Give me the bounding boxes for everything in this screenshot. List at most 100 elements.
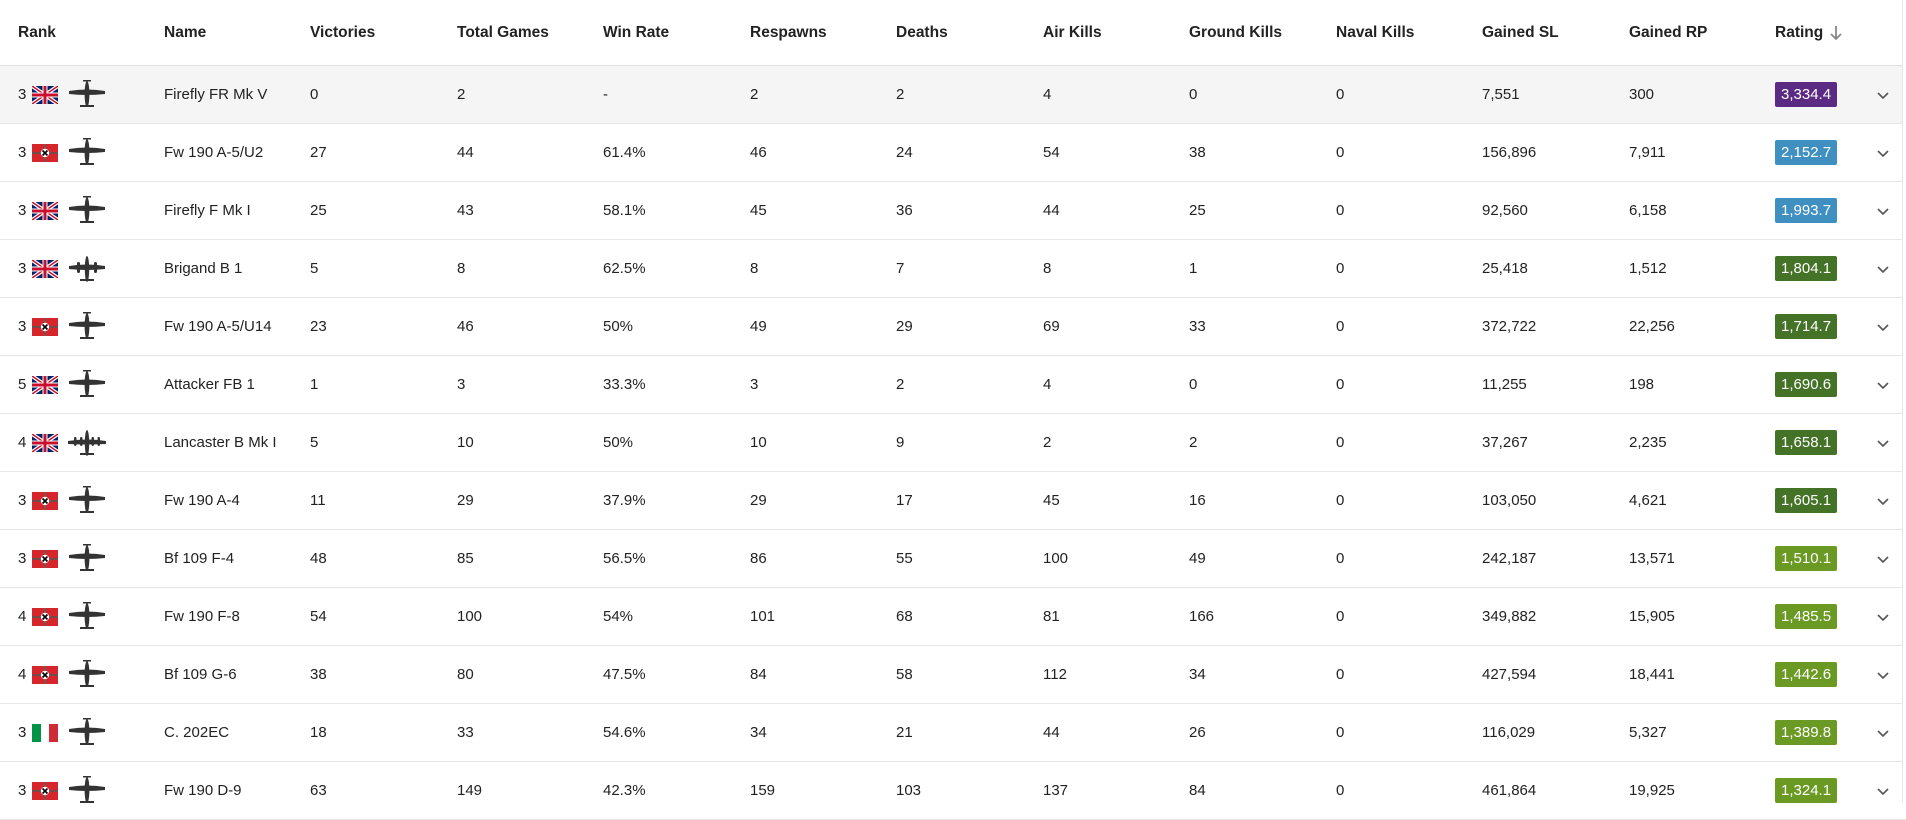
expand-row-button[interactable] bbox=[1876, 472, 1890, 529]
air-kills-cell: 112 bbox=[1043, 666, 1067, 683]
win-rate-cell: 33.3% bbox=[603, 376, 646, 393]
rank-value: 3 bbox=[18, 86, 27, 103]
total-games-cell: 29 bbox=[457, 492, 474, 509]
total-games-cell: 80 bbox=[457, 666, 474, 683]
chevron-down-icon[interactable] bbox=[1876, 262, 1890, 276]
gained-sl-cell: 461,864 bbox=[1482, 782, 1537, 799]
table-row[interactable]: 4 Bf 109 G-6 38 80 47.5% 84 58 112 34 0 427,594 18,… bbox=[0, 646, 1906, 704]
name-cell: Bf 109 G-6 bbox=[164, 666, 237, 683]
victories-cell: 54 bbox=[310, 608, 327, 625]
chevron-down-icon[interactable] bbox=[1876, 494, 1890, 508]
table-row[interactable]: 3 C. 202EC 18 33 54.6% 34 21 44 26 0 116,029 5,327 1… bbox=[0, 704, 1906, 762]
gained-rp-cell: 22,256 bbox=[1629, 318, 1675, 335]
deaths-cell: 2 bbox=[896, 86, 905, 103]
table-row[interactable]: 4 Lancaster B Mk I 5 10 50% 10 9 2 2 0 37,267 2,235… bbox=[0, 414, 1906, 472]
rating-badge: 1,442.6 bbox=[1775, 662, 1838, 687]
respawns-cell: 34 bbox=[750, 724, 767, 741]
chevron-down-icon[interactable] bbox=[1876, 436, 1890, 450]
total-games-cell: 149 bbox=[457, 782, 483, 799]
table-row[interactable]: 3 Fw 190 A-5/U2 27 44 61.4% 46 24 54 38 0 156,896 7… bbox=[0, 124, 1906, 182]
rank-cell: 3 bbox=[18, 240, 106, 297]
rating-badge: 1,324.1 bbox=[1775, 778, 1838, 803]
expand-row-button[interactable] bbox=[1876, 356, 1890, 413]
chevron-down-icon[interactable] bbox=[1876, 378, 1890, 392]
uk-flag-icon bbox=[32, 85, 58, 104]
header-rating[interactable]: Rating bbox=[1775, 0, 1843, 65]
expand-row-button[interactable] bbox=[1876, 182, 1890, 239]
expand-row-button[interactable] bbox=[1876, 704, 1890, 761]
ground-kills-cell: 16 bbox=[1189, 492, 1206, 509]
table-row[interactable]: 4 Fw 190 F-8 54 100 54% 101 68 81 166 0 349,882 15,… bbox=[0, 588, 1906, 646]
gained-rp-cell: 2,235 bbox=[1629, 434, 1667, 451]
header-name[interactable]: Name bbox=[164, 23, 207, 41]
expand-row-button[interactable] bbox=[1876, 298, 1890, 355]
rating-badge: 1,690.6 bbox=[1775, 372, 1838, 397]
header-naval-kills[interactable]: Naval Kills bbox=[1336, 23, 1415, 41]
uk-flag-icon bbox=[32, 433, 58, 452]
expand-row-button[interactable] bbox=[1876, 646, 1890, 703]
table-row[interactable]: 3 Fw 190 A-4 11 29 37.9% 29 17 45 16 0 103,050 4,62… bbox=[0, 472, 1906, 530]
gained-rp-cell: 4,621 bbox=[1629, 492, 1667, 509]
fighter-aircraft-icon bbox=[69, 369, 105, 397]
expand-row-button[interactable] bbox=[1876, 530, 1890, 587]
naval-kills-cell: 0 bbox=[1336, 144, 1345, 161]
expand-row-button[interactable] bbox=[1876, 414, 1890, 471]
victories-cell: 5 bbox=[310, 260, 319, 277]
chevron-down-icon[interactable] bbox=[1876, 668, 1890, 682]
header-gained-rp[interactable]: Gained RP bbox=[1629, 23, 1708, 41]
rating-cell: 1,605.1 bbox=[1775, 472, 1838, 529]
table-row[interactable]: 3 Firefly F Mk I 25 43 58.1% 45 36 44 25 0 92,560 6… bbox=[0, 182, 1906, 240]
header-victories[interactable]: Victories bbox=[310, 23, 376, 41]
expand-row-button[interactable] bbox=[1876, 66, 1890, 123]
header-deaths[interactable]: Deaths bbox=[896, 23, 948, 41]
table-row[interactable]: 3 Firefly FR Mk V 0 2 - 2 2 4 0 0 7,551 300 3,334.4 bbox=[0, 66, 1906, 124]
rating-badge: 3,334.4 bbox=[1775, 82, 1838, 107]
header-gained-sl[interactable]: Gained SL bbox=[1482, 23, 1559, 41]
rating-cell: 1,485.5 bbox=[1775, 588, 1838, 645]
chevron-down-icon[interactable] bbox=[1876, 146, 1890, 160]
chevron-down-icon[interactable] bbox=[1876, 610, 1890, 624]
chevron-down-icon[interactable] bbox=[1876, 726, 1890, 740]
name-cell: Brigand B 1 bbox=[164, 260, 243, 277]
table-row[interactable]: 3 Fw 190 A-5/U14 23 46 50% 49 29 69 33 0 372,722 22… bbox=[0, 298, 1906, 356]
expand-row-button[interactable] bbox=[1876, 588, 1890, 645]
rank-cell: 4 bbox=[18, 646, 106, 703]
rank-cell: 5 bbox=[18, 356, 106, 413]
rating-badge: 1,485.5 bbox=[1775, 604, 1838, 629]
name-cell: C. 202EC bbox=[164, 724, 230, 741]
table-row[interactable]: 3 Brigand B 1 5 8 62.5% 8 7 8 1 0 25,418 1,512 1,804… bbox=[0, 240, 1906, 298]
scrollbar[interactable] bbox=[1902, 0, 1906, 802]
expand-row-button[interactable] bbox=[1876, 124, 1890, 181]
naval-kills-cell: 0 bbox=[1336, 550, 1345, 567]
chevron-down-icon[interactable] bbox=[1876, 320, 1890, 334]
chevron-down-icon[interactable] bbox=[1876, 784, 1890, 798]
header-total-games[interactable]: Total Games bbox=[457, 23, 549, 41]
gained-rp-cell: 18,441 bbox=[1629, 666, 1675, 683]
header-win-rate[interactable]: Win Rate bbox=[603, 23, 670, 41]
table-row[interactable]: 3 Fw 190 D-9 63 149 42.3% 159 103 137 84 0 461,864… bbox=[0, 762, 1906, 820]
naval-kills-cell: 0 bbox=[1336, 260, 1345, 277]
victories-cell: 0 bbox=[310, 86, 319, 103]
expand-row-button[interactable] bbox=[1876, 762, 1890, 819]
header-respawns[interactable]: Respawns bbox=[750, 23, 827, 41]
table-row[interactable]: 3 Bf 109 F-4 48 85 56.5% 86 55 100 49 0 242,187 13,… bbox=[0, 530, 1906, 588]
header-rank[interactable]: Rank bbox=[18, 23, 56, 41]
chevron-down-icon[interactable] bbox=[1876, 88, 1890, 102]
gained-rp-cell: 13,571 bbox=[1629, 550, 1675, 567]
win-rate-cell: 54% bbox=[603, 608, 634, 625]
table-row[interactable]: 5 Attacker FB 1 1 3 33.3% 3 2 4 0 0 11,255 198 1,690… bbox=[0, 356, 1906, 414]
rating-cell: 1,510.1 bbox=[1775, 530, 1838, 587]
header-air-kills[interactable]: Air Kills bbox=[1043, 23, 1102, 41]
gained-sl-cell: 11,255 bbox=[1482, 376, 1527, 393]
rank-cell: 3 bbox=[18, 124, 106, 181]
rank-value: 3 bbox=[18, 550, 27, 567]
deaths-cell: 2 bbox=[896, 376, 905, 393]
arrow-down-icon[interactable] bbox=[1829, 25, 1843, 41]
expand-row-button[interactable] bbox=[1876, 240, 1890, 297]
rank-value: 3 bbox=[18, 260, 27, 277]
header-ground-kills[interactable]: Ground Kills bbox=[1189, 23, 1282, 41]
chevron-down-icon[interactable] bbox=[1876, 204, 1890, 218]
chevron-down-icon[interactable] bbox=[1876, 552, 1890, 566]
total-games-cell: 46 bbox=[457, 318, 474, 335]
air-kills-cell: 8 bbox=[1043, 260, 1052, 277]
